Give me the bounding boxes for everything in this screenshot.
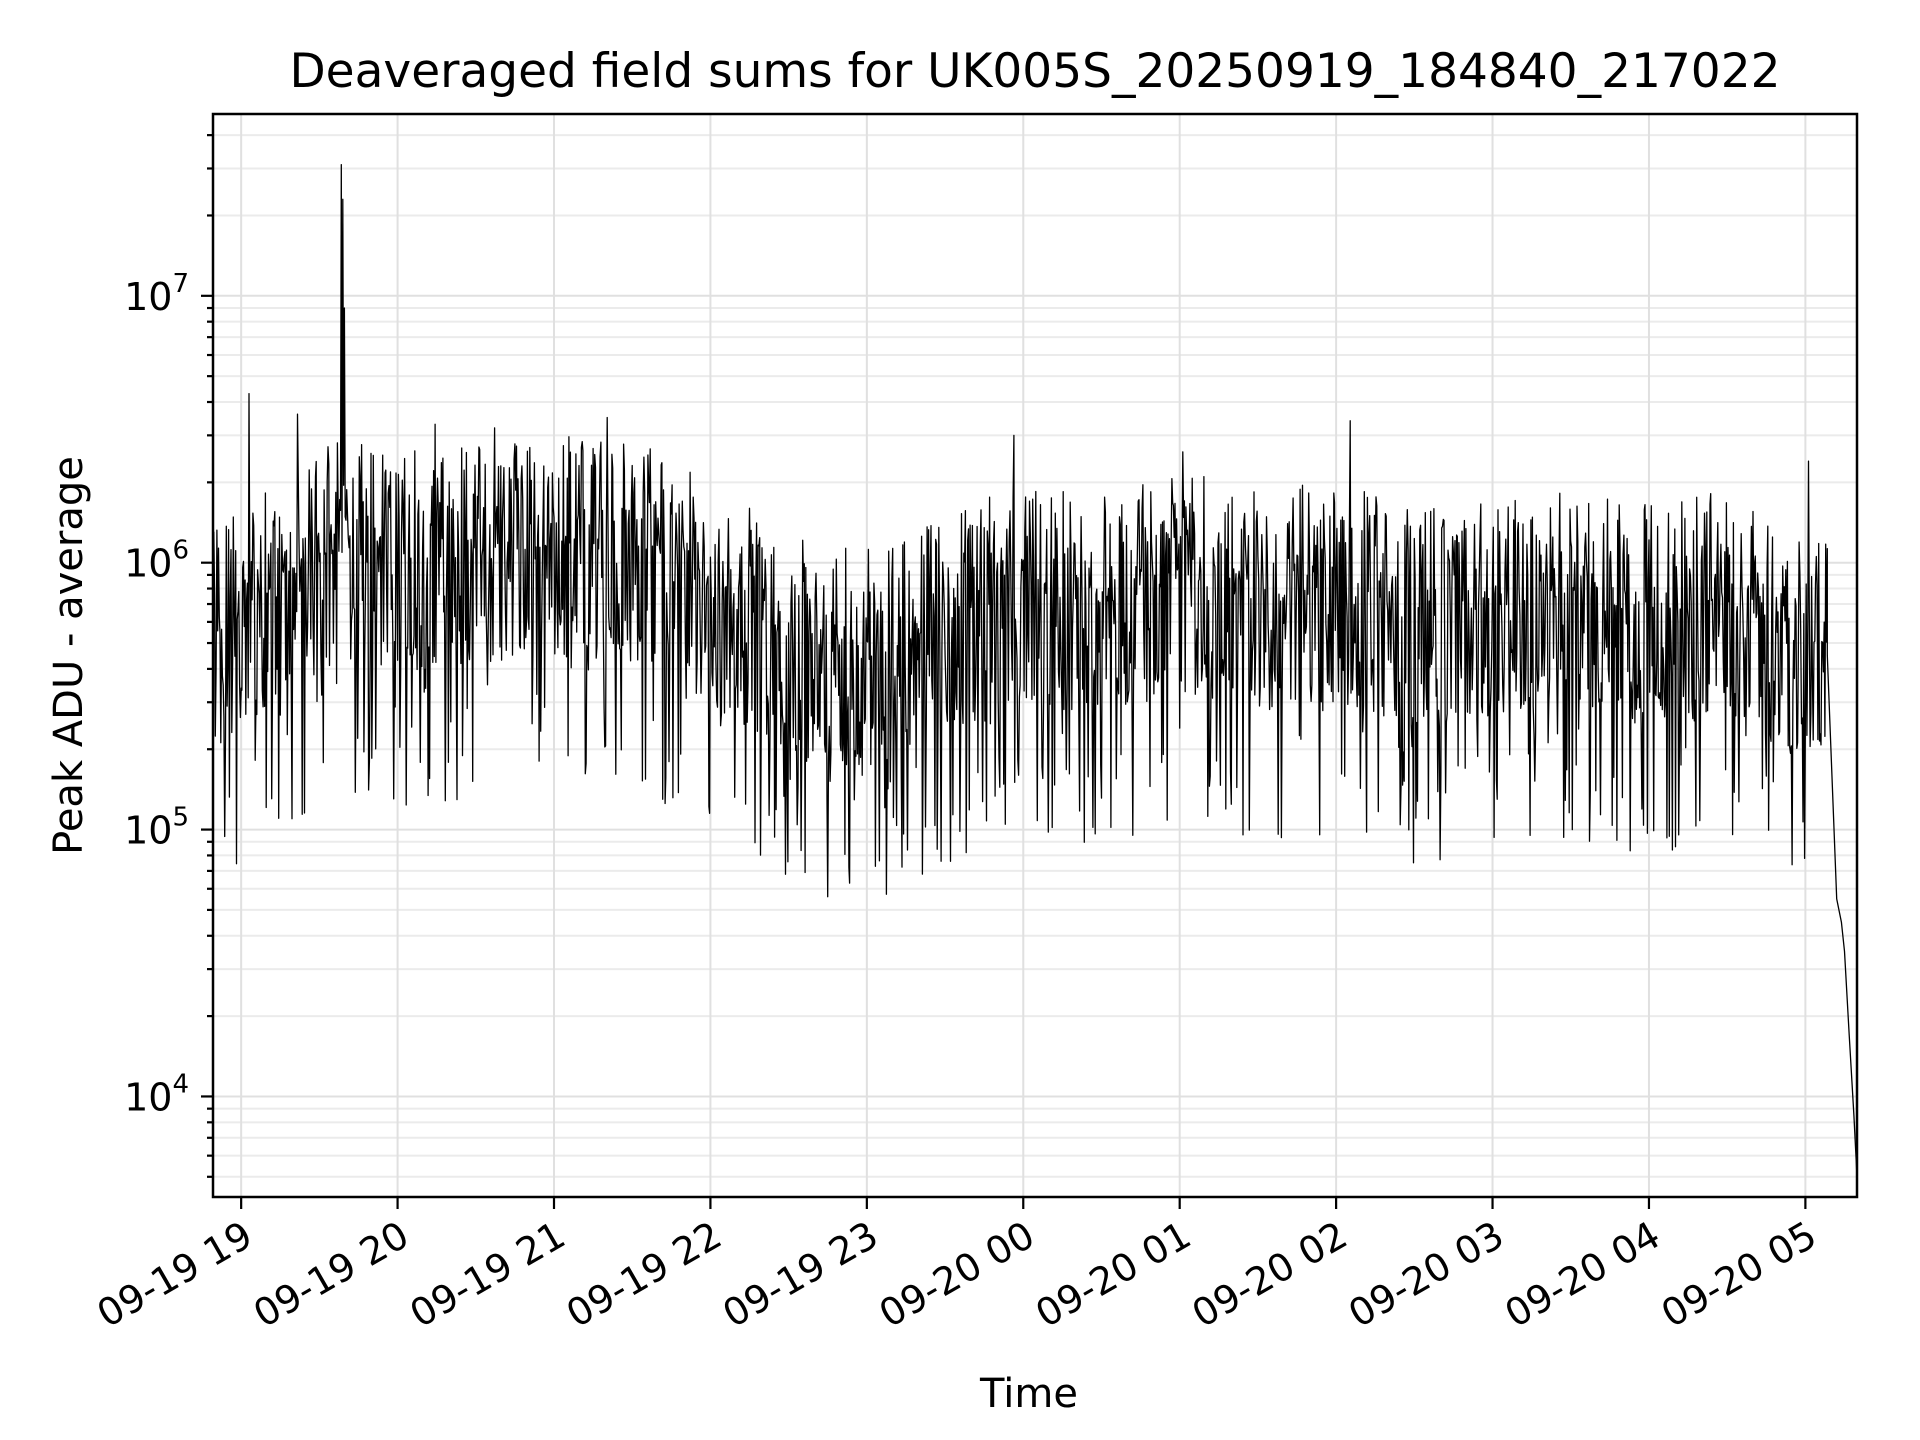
x-tick-label: 09-20 02: [1185, 1213, 1355, 1337]
x-tick-label: 09-20 00: [872, 1213, 1042, 1337]
series-line-field-sums: [213, 164, 1857, 1177]
x-axis-label: Time: [979, 1371, 1078, 1417]
series-layer: [213, 164, 1857, 1177]
x-tick-label: 09-20 01: [1028, 1213, 1198, 1337]
y-tick-label: 104: [124, 1069, 189, 1119]
x-tick-label: 09-20 04: [1497, 1213, 1667, 1337]
chart-title: Deaveraged field sums for UK005S_2025091…: [289, 44, 1780, 99]
plot-frame: [211, 112, 1859, 1199]
y-axis-label: Peak ADU - average: [46, 456, 92, 855]
x-tick-label: 09-19 22: [559, 1213, 729, 1337]
x-tick-label: 09-19 20: [246, 1213, 416, 1337]
x-tick-label: 09-19 21: [403, 1213, 573, 1337]
x-tick-label: 09-19 19: [90, 1213, 260, 1337]
x-tick-label: 09-19 23: [715, 1213, 885, 1337]
y-tick-label: 107: [124, 269, 189, 319]
x-tick-label: 09-20 05: [1654, 1213, 1824, 1337]
y-tick-label: 106: [124, 536, 189, 586]
x-tick-label: 09-20 03: [1341, 1213, 1511, 1337]
y-tick-label: 105: [124, 803, 189, 853]
